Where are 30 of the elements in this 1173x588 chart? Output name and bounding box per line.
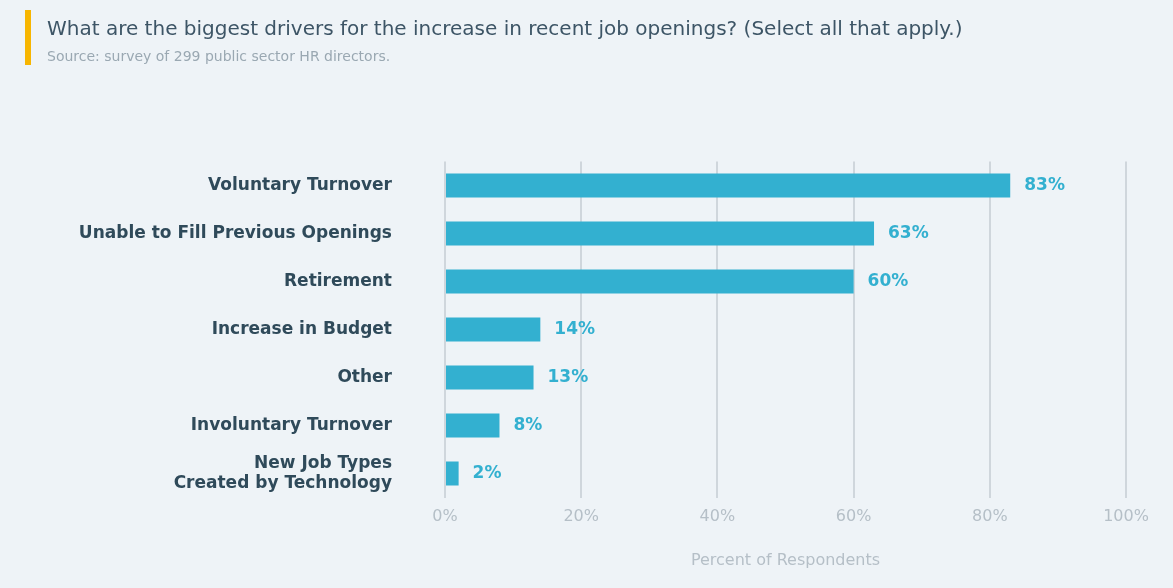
x-axis-title: Percent of Respondents [690, 549, 881, 569]
data-label: 13% [547, 365, 589, 386]
bar [446, 365, 534, 390]
data-label: 2% [472, 462, 502, 483]
y-tick-label: Involuntary Turnover [190, 413, 393, 434]
y-tick-label: New Job Types Created by Technology [173, 451, 392, 493]
data-label: 14% [554, 317, 596, 338]
x-tick-label: 80% [972, 506, 1008, 526]
y-tick-label: Retirement [284, 269, 392, 290]
x-tick-label: 40% [699, 506, 736, 526]
bar [446, 461, 459, 486]
data-label: 8% [513, 413, 543, 434]
source-note: Source: survey of 299 public sector HR directors. [47, 48, 391, 64]
y-tick-label: Increase in Budget [211, 317, 392, 338]
bar [446, 413, 500, 438]
y-tick-label: Other [337, 365, 393, 386]
bar [446, 269, 854, 294]
y-tick-label: Unable to Fill Previous Openings [78, 221, 392, 242]
x-tick-label: 0% [432, 506, 458, 526]
data-label: 83% [1024, 173, 1065, 194]
x-tick-label: 20% [563, 506, 599, 526]
x-tick-label: 60% [835, 506, 872, 526]
data-label: 60% [867, 269, 909, 290]
bar [446, 173, 1011, 198]
bar [446, 317, 541, 342]
bar [446, 221, 875, 246]
y-tick-label: Voluntary Turnover [208, 173, 393, 194]
data-label: 63% [888, 221, 929, 242]
x-tick-label: 100% [1103, 506, 1149, 526]
chart-title: What are the biggest drivers for the increase in recent job openings? (Select all that apply.) [47, 16, 963, 40]
